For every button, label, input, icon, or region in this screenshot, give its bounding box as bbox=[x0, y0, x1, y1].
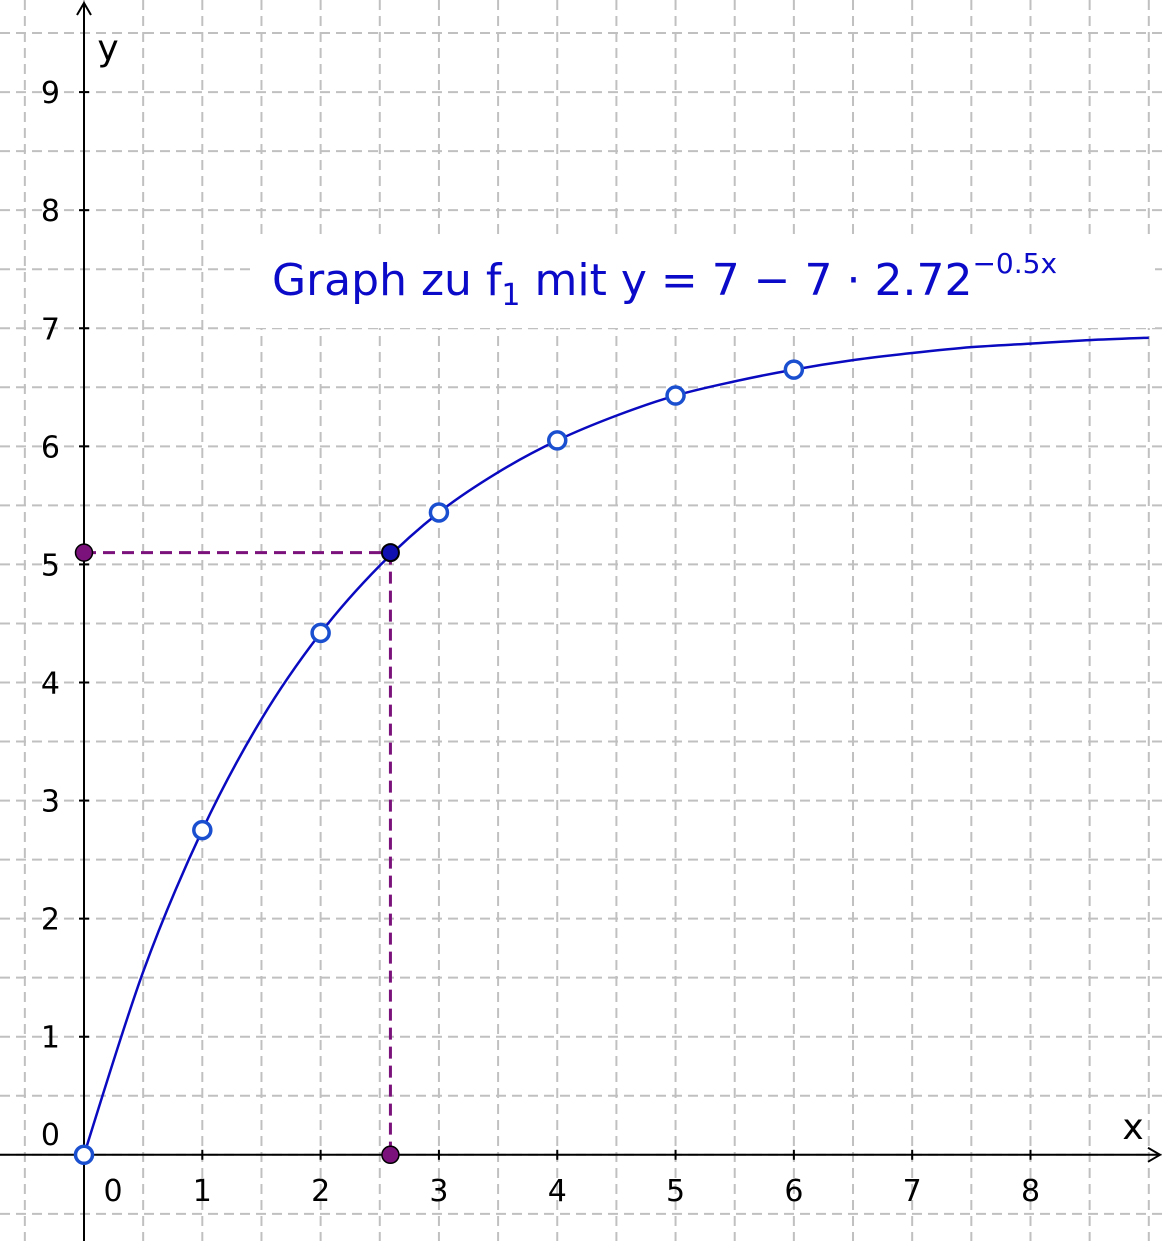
y-tick-label: 4 bbox=[41, 666, 60, 701]
annotation-text: Graph zu f bbox=[272, 255, 503, 306]
x-tick-label: 0 bbox=[103, 1174, 122, 1209]
point bbox=[310, 622, 331, 644]
x-tick-label: 1 bbox=[193, 1174, 212, 1209]
x-axis-label: x bbox=[1122, 1107, 1143, 1148]
annotation-superscript: −0.5x bbox=[972, 247, 1057, 280]
point bbox=[783, 359, 805, 380]
x-tick-label: 2 bbox=[311, 1174, 330, 1209]
x-tick-label: 5 bbox=[666, 1174, 685, 1209]
x-tick-label: 7 bbox=[903, 1174, 922, 1209]
annotation: Graph zu f1 mit y = 7 − 7 · 2.72−0.5x bbox=[272, 247, 1057, 313]
y-tick-label: 1 bbox=[41, 1021, 60, 1056]
y-tick-label: 8 bbox=[41, 194, 60, 229]
annotation-subscript: 1 bbox=[501, 278, 520, 313]
y-tick-label: 0 bbox=[41, 1118, 60, 1153]
y-tick-label: 6 bbox=[41, 430, 60, 465]
x-tick-label: 4 bbox=[548, 1174, 567, 1209]
point bbox=[428, 502, 450, 523]
projection-point bbox=[74, 543, 94, 562]
annotation-text: mit y = 7 − 7 · 2.72 bbox=[521, 255, 973, 306]
y-tick-label: 2 bbox=[41, 903, 60, 938]
y-axis-label: y bbox=[97, 28, 118, 69]
plot-area: Graph zu f1 mit y = 7 − 7 · 2.72−0.5x bbox=[73, 236, 1155, 1166]
projection-point bbox=[381, 1145, 400, 1165]
y-tick-label: 5 bbox=[41, 548, 60, 583]
point bbox=[546, 430, 568, 451]
x-tick-label: 6 bbox=[784, 1174, 803, 1209]
y-tick-label: 3 bbox=[41, 785, 60, 820]
point bbox=[73, 1144, 95, 1166]
highlight-point bbox=[380, 543, 400, 563]
point bbox=[665, 385, 686, 406]
x-tick-label: 8 bbox=[1021, 1174, 1040, 1209]
y-tick-label: 9 bbox=[41, 76, 60, 111]
y-tick-label: 7 bbox=[41, 312, 60, 347]
annotation-background bbox=[255, 236, 1155, 328]
point bbox=[192, 819, 213, 841]
x-tick-label: 3 bbox=[429, 1174, 448, 1209]
